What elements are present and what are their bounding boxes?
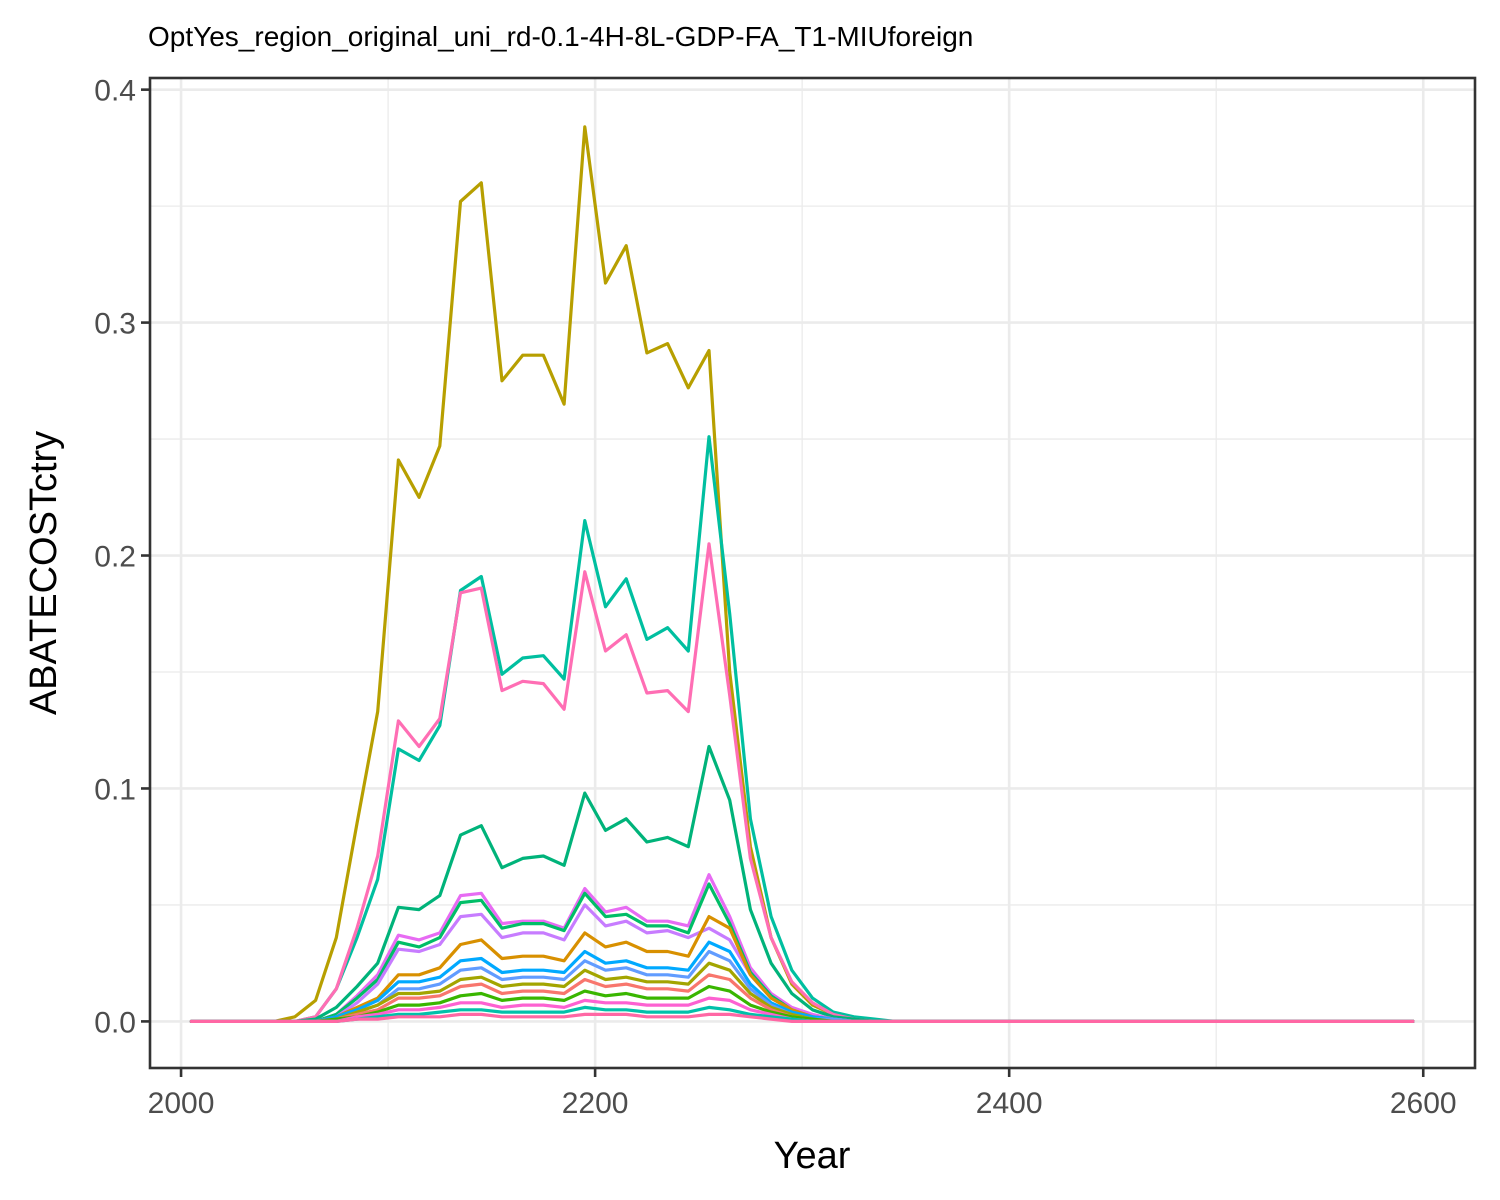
series-line-16 — [189, 1012, 1415, 1024]
x-tick-label: 2600 — [1390, 1087, 1457, 1120]
plot-panel-border — [148, 76, 1477, 1070]
grid — [150, 78, 1475, 1068]
y-tick-label: 0.3 — [94, 308, 136, 341]
x-axis-title: Year — [774, 1135, 851, 1177]
series-lines — [189, 125, 1415, 1024]
x-tick-label: 2000 — [148, 1087, 215, 1120]
y-axis: 0.0 0.1 0.2 0.3 0.4 — [94, 75, 150, 1039]
y-tick-label: 0.1 — [94, 773, 136, 806]
y-tick-label: 0.2 — [94, 541, 136, 574]
chart-title: OptYes_region_original_uni_rd-0.1-4H-8L-… — [148, 21, 973, 52]
x-tick-label: 2400 — [976, 1087, 1043, 1120]
x-axis: 2000 2200 2400 2600 — [148, 1068, 1457, 1120]
y-axis-title: ABATECOSTctry — [23, 431, 65, 715]
y-tick-label: 0.0 — [94, 1006, 136, 1039]
x-tick-label: 2200 — [562, 1087, 629, 1120]
y-tick-label: 0.4 — [94, 75, 136, 108]
